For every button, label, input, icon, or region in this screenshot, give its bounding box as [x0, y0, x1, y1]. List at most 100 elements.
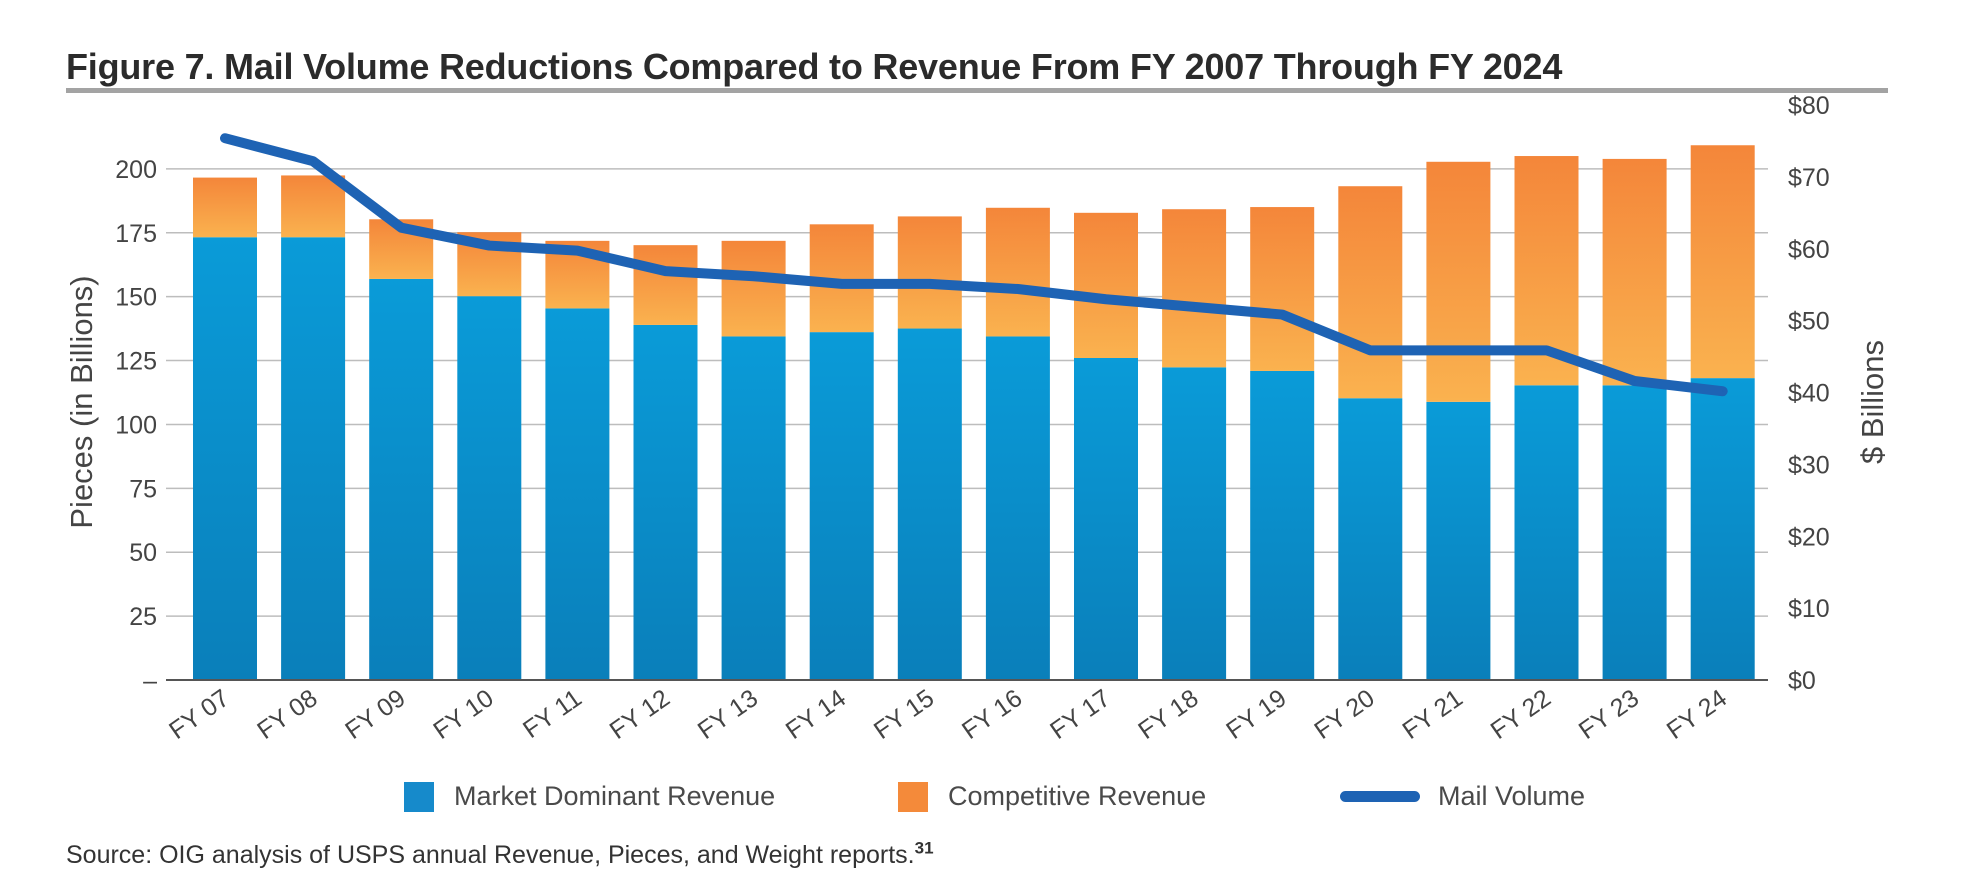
y-left-tick-label: –	[143, 667, 157, 695]
bar-market-dominant	[1074, 358, 1138, 680]
legend-label-market-dominant: Market Dominant Revenue	[454, 781, 776, 811]
bar-market-dominant	[1602, 385, 1667, 680]
bar-competitive	[897, 216, 962, 329]
bar-market-dominant	[457, 296, 522, 680]
y-right-tick-label: $50	[1788, 308, 1830, 336]
x-tick-label: FY 24	[1662, 684, 1732, 745]
legend-label-competitive: Competitive Revenue	[948, 781, 1207, 811]
bar-market-dominant	[1514, 385, 1579, 680]
mail-volume-line-layer	[220, 133, 1728, 397]
source-text: Source: OIG analysis of USPS annual Reve…	[66, 841, 915, 869]
y-right-tick-label: $0	[1788, 667, 1816, 695]
mail-volume-point	[841, 283, 843, 285]
bar-competitive	[1338, 186, 1403, 399]
bar-competitive	[1162, 209, 1227, 368]
x-tick-label: FY 19	[1221, 684, 1291, 745]
bar-market-dominant	[809, 332, 874, 680]
y-left-tick-label: 125	[115, 348, 157, 376]
x-tick-label: FY 13	[693, 684, 763, 745]
mail-volume-point	[488, 245, 490, 247]
y-right-tick-label: $60	[1788, 236, 1830, 264]
bar-market-dominant	[897, 328, 962, 680]
y-left-tick-label: 50	[129, 539, 157, 567]
y-left-tick-label: 175	[115, 220, 157, 248]
source-footnote: 31	[914, 838, 934, 858]
bar-market-dominant	[1338, 398, 1403, 680]
bar-market-dominant	[1250, 370, 1315, 680]
bar-competitive	[1690, 145, 1755, 379]
figure-title: Figure 7. Mail Volume Reductions Compare…	[66, 46, 1563, 87]
legend-swatch-competitive	[898, 781, 928, 812]
bar-competitive	[633, 245, 698, 325]
legend-item-competitive: Competitive Revenue	[898, 781, 1206, 812]
mail-volume-point	[1546, 349, 1548, 351]
x-tick-label: FY 21	[1398, 684, 1468, 745]
x-tick-label: FY 16	[957, 684, 1027, 745]
bar-market-dominant	[721, 336, 786, 680]
mail-volume-point	[665, 270, 667, 272]
x-tick-label: FY 12	[605, 684, 675, 745]
y-right-tick-label: $20	[1788, 523, 1830, 551]
mail-volume-point	[1369, 349, 1371, 351]
bar-market-dominant	[193, 237, 257, 680]
mail-volume-line	[220, 133, 1728, 397]
mail-volume-point	[1634, 380, 1636, 382]
mail-volume-point	[1105, 298, 1107, 300]
y-right-tick-label: $70	[1788, 164, 1830, 192]
legend-label-mail-volume: Mail Volume	[1438, 781, 1586, 811]
mail-volume-point	[400, 227, 402, 229]
y-right-tick-label: $40	[1788, 380, 1830, 408]
bar-market-dominant	[545, 308, 610, 680]
x-tick-label: FY 23	[1574, 684, 1644, 745]
bar-market-dominant	[281, 237, 346, 680]
x-tick-label: FY 10	[428, 684, 498, 745]
x-tick-label: FY 14	[781, 684, 851, 745]
mail-volume-point	[1017, 288, 1019, 290]
x-tick-label: FY 11	[518, 684, 587, 744]
y-left-axis-title: Pieces (in Billions)	[64, 275, 99, 528]
mail-volume-point	[1722, 390, 1724, 392]
bar-market-dominant	[1690, 378, 1755, 680]
bar-competitive	[193, 177, 257, 238]
x-tick-label: FY 08	[252, 684, 322, 745]
mail-volume-point	[1281, 314, 1283, 316]
bar-competitive	[281, 175, 346, 238]
y-right-axis-title: $ Billions	[1855, 340, 1890, 464]
x-tick-label: FY 17	[1045, 684, 1115, 745]
bar-competitive	[1250, 207, 1315, 371]
mail-volume-point	[576, 250, 578, 252]
bar-competitive	[1602, 158, 1667, 386]
bar-competitive	[985, 207, 1050, 337]
x-tick-label: FY 20	[1309, 684, 1379, 745]
legend-swatch-market-dominant	[404, 781, 434, 812]
legend-item-market-dominant: Market Dominant Revenue	[404, 781, 775, 812]
bar-market-dominant	[985, 336, 1050, 680]
mail-volume-point	[1457, 349, 1459, 351]
mail-volume-point	[753, 275, 755, 277]
mail-volume-point	[1193, 306, 1195, 308]
legend-swatch-mail-volume	[1340, 791, 1420, 802]
source-note: Source: OIG analysis of USPS annual Reve…	[66, 838, 934, 870]
x-tick-label: FY 09	[340, 684, 410, 745]
y-left-tick-label: 100	[115, 411, 157, 439]
legend-item-mail-volume: Mail Volume	[1340, 781, 1585, 812]
bar-market-dominant	[1426, 401, 1491, 680]
x-tick-label: FY 22	[1486, 684, 1556, 745]
x-tick-label: FY 07	[164, 684, 234, 745]
title-divider	[66, 88, 1888, 93]
x-tick-label: FY 15	[869, 684, 939, 745]
bar-competitive	[1074, 212, 1138, 358]
y-right-tick-label: $10	[1788, 595, 1830, 623]
y-left-tick-label: 150	[115, 284, 157, 312]
mail-volume-point	[312, 160, 314, 162]
bar-market-dominant	[1162, 367, 1227, 680]
y-left-tick-label: 25	[129, 603, 157, 631]
y-right-tick-label: $30	[1788, 451, 1830, 479]
y-right-tick-label: $80	[1788, 92, 1830, 120]
bar-competitive	[721, 240, 786, 337]
mail-volume-point	[929, 283, 931, 285]
mail-volume-point	[224, 137, 226, 139]
y-left-tick-label: 75	[129, 475, 157, 503]
x-tick-label: FY 18	[1133, 684, 1203, 745]
y-left-tick-label: 200	[115, 156, 157, 184]
